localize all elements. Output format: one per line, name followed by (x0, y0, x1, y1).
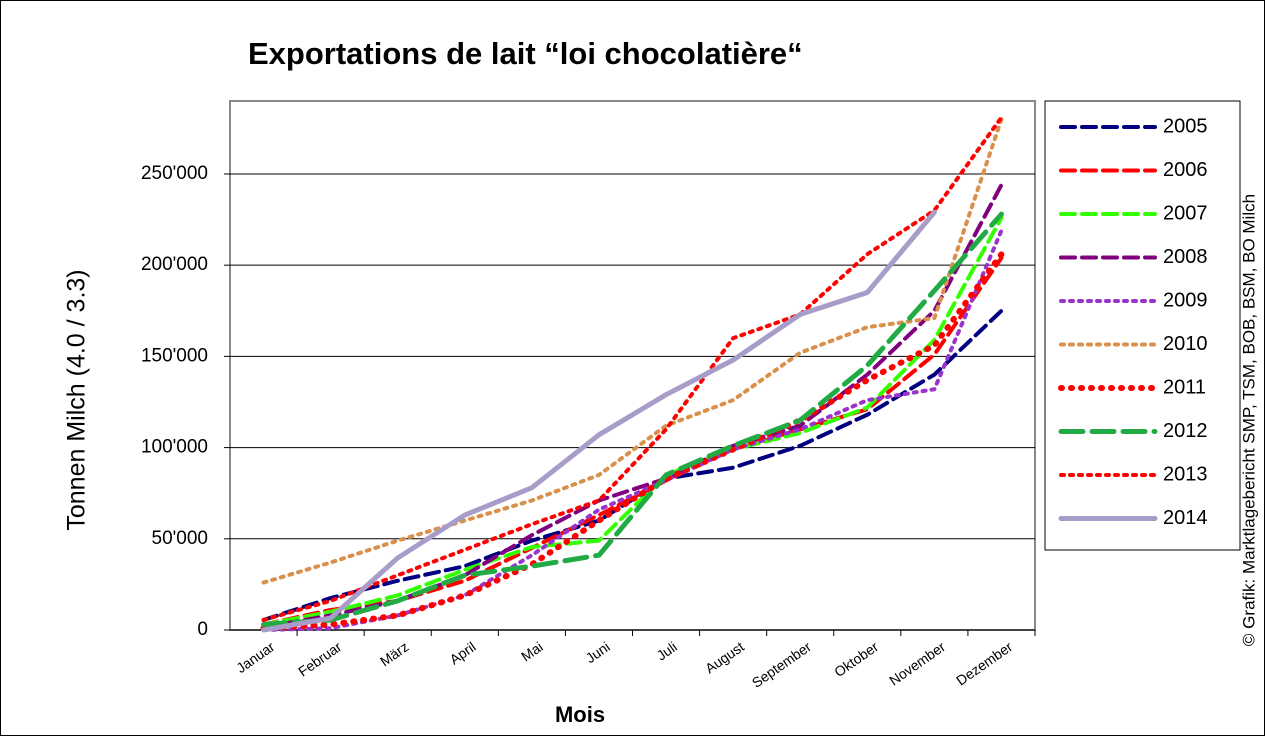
series-line (261, 115, 1004, 622)
legend-label: 2012 (1163, 420, 1208, 442)
plot-area (229, 100, 1036, 631)
y-tick-label: 100'000 (141, 437, 208, 458)
legend-label: 2011 (1163, 376, 1206, 398)
legend-label: 2009 (1163, 289, 1208, 311)
y-axis-label: Tonnen Milch (4.0 / 3.3) (63, 269, 91, 530)
legend-label: 2005 (1163, 115, 1208, 137)
legend-label: 2008 (1163, 246, 1208, 268)
y-tick-label: 0 (197, 619, 208, 640)
legend-label: 2010 (1163, 333, 1208, 355)
legend-box (1044, 100, 1241, 551)
legend-label: 2013 (1163, 463, 1208, 485)
x-axis-label: Mois (555, 702, 605, 727)
series-line (261, 215, 1004, 627)
y-tick-label: 150'000 (141, 345, 208, 366)
legend-label: 2006 (1163, 159, 1208, 181)
legend-label: 2014 (1163, 507, 1208, 529)
series-line (261, 209, 937, 633)
legend-label: 2007 (1163, 202, 1208, 224)
series-line (261, 211, 1004, 628)
y-tick-label: 50'000 (152, 528, 208, 549)
source-note: © Grafik: Marktlagebericht SMP, TSM, BOB… (1239, 194, 1258, 646)
y-tick-label: 200'000 (141, 254, 208, 275)
chart-title: Exportations de lait “loi chocolatière“ (248, 36, 803, 71)
y-tick-label: 250'000 (141, 163, 208, 184)
series-line (261, 117, 1004, 585)
series-line (260, 251, 1005, 632)
